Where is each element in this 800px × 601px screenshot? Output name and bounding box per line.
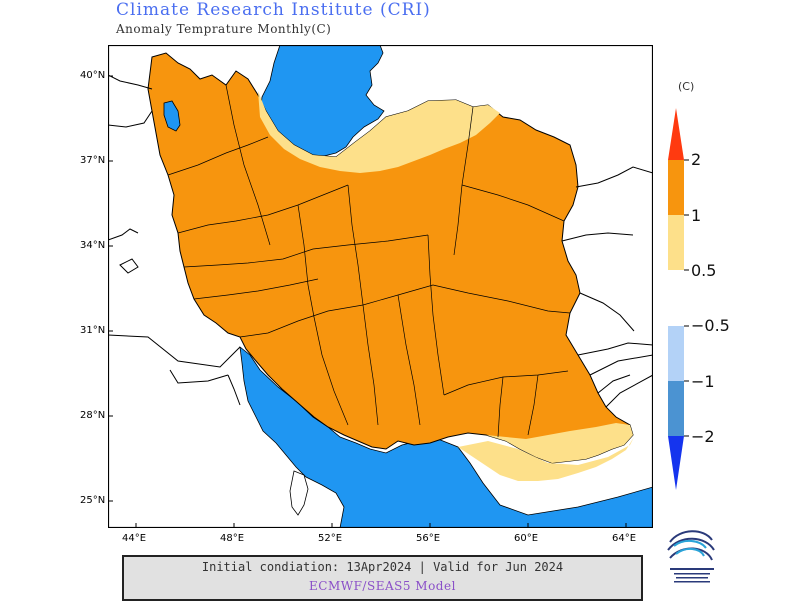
- lat-tick-28: 28°N: [80, 410, 106, 421]
- legend-swatch-below-neg-2: [668, 436, 684, 490]
- anomaly-map: [108, 45, 653, 528]
- legend-label-0.5: 0.5: [691, 261, 717, 280]
- anomaly-band-southeast: [428, 423, 633, 463]
- qatar: [289, 470, 309, 516]
- legend-label-neg-1: −1: [691, 372, 715, 391]
- legend-swatch-0.5-to-1: [668, 215, 684, 270]
- anomaly-band-southeast-2: [458, 437, 634, 481]
- legend-swatch-1-to-2: [668, 160, 684, 215]
- lon-tick-52: 52°E: [318, 533, 343, 544]
- legend-unit: (C): [678, 80, 695, 93]
- legend-swatch-neg-1-to-neg-2: [668, 381, 684, 436]
- footer-info-box: Initial condiation: 13Apr2024 | Valid fo…: [122, 555, 643, 601]
- legend-swatch-neg-0.5-to-neg-1: [668, 326, 684, 381]
- lon-tick-44: 44°E: [122, 533, 147, 544]
- lat-tick-31: 31°N: [80, 325, 106, 336]
- legend-label-neg-0.5: −0.5: [691, 316, 730, 335]
- legend-label-neg-2: −2: [691, 427, 715, 446]
- lat-tick-37: 37°N: [80, 155, 106, 166]
- model-name-text: ECMWF/SEAS5 Model: [309, 579, 456, 593]
- legend-label-2: 2: [691, 150, 702, 169]
- lake-urmia: [163, 100, 181, 132]
- legend-label-1: 1: [691, 206, 702, 225]
- province-borders: [167, 84, 571, 438]
- lat-tick-25: 25°N: [80, 495, 106, 506]
- page-subtitle: Anomaly Temprature Monthly(C): [116, 22, 332, 36]
- country-borders: [108, 74, 653, 408]
- lon-tick-48: 48°E: [220, 533, 245, 544]
- lat-tick-34: 34°N: [80, 240, 106, 251]
- anomaly-band-north: [258, 91, 500, 173]
- lon-tick-56: 56°E: [416, 533, 441, 544]
- lat-tick-40: 40°N: [80, 70, 106, 81]
- legend-swatch-above-2: [668, 108, 684, 160]
- lon-tick-64: 64°E: [612, 533, 637, 544]
- page-title: Climate Research Institute (CRI): [116, 0, 431, 20]
- map-border: [108, 45, 653, 528]
- initial-condition-text: Initial condiation: 13Apr2024 | Valid fo…: [201, 560, 564, 574]
- lon-tick-60: 60°E: [514, 533, 539, 544]
- cri-logo: [667, 530, 715, 583]
- color-legend: [668, 108, 689, 490]
